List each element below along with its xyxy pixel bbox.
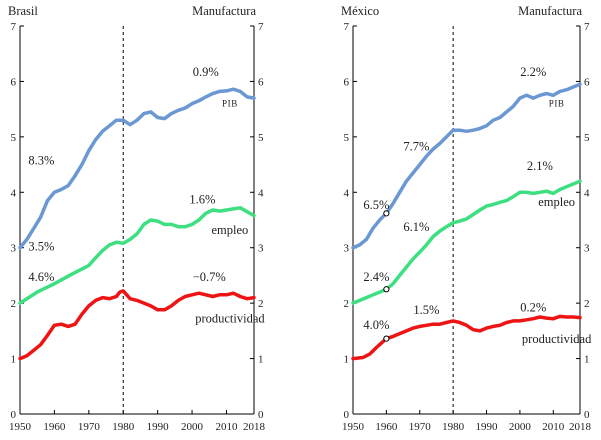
annotation-label: 2.2% <box>520 65 546 79</box>
series-line-productividad <box>351 314 582 361</box>
y-tick-label-right: 4 <box>584 187 590 199</box>
annotation-label: 3.5% <box>28 239 54 253</box>
x-tick-label: 2010 <box>215 421 238 433</box>
annotation-label: 4.0% <box>363 318 389 332</box>
x-tick-label: 1990 <box>476 421 499 433</box>
y-tick-label-right: 0 <box>258 409 264 421</box>
y-tick-label-left: 2 <box>344 298 350 310</box>
annotation-label: 0.2% <box>520 300 546 314</box>
x-tick-label: 2000 <box>509 421 532 433</box>
panel-brasil: Brasil Manufactura 0 0 1 1 2 2 3 3 4 4 5 5 6 6 7 7 1950 196… <box>8 4 266 433</box>
annotation-label: PIB <box>549 98 565 108</box>
y-tick-label-right: 7 <box>584 21 590 33</box>
y-tick-label-right: 7 <box>258 21 264 33</box>
breakpoint-marker <box>383 286 390 293</box>
y-tick-label-right: 0 <box>584 409 590 421</box>
chart-title-country: México <box>341 4 379 18</box>
panel-mexico: México Manufactura 0 0 1 1 2 2 3 3 4 4 5 5 6 6 7 7 1950 196… <box>341 4 592 433</box>
x-tick-label: 2000 <box>181 421 204 433</box>
annotation-label: −0.7% <box>193 270 226 284</box>
y-tick-label-right: 6 <box>258 76 264 88</box>
y-tick-label-right: 1 <box>258 354 264 366</box>
series-line-pib <box>18 87 256 250</box>
x-tick-label: 2018 <box>569 421 592 433</box>
annotation-label: 0.9% <box>193 65 219 79</box>
annotation-label: 2.1% <box>527 159 553 173</box>
annotation-label: 6.5% <box>363 198 389 212</box>
y-tick-label-left: 4 <box>11 187 17 199</box>
y-tick-label-left: 5 <box>344 132 350 144</box>
y-tick-label-left: 7 <box>11 21 17 33</box>
series-line-empleo <box>18 206 256 305</box>
annotation-label: PIB <box>222 98 238 108</box>
y-tick-label-left: 6 <box>344 76 350 88</box>
y-tick-label-left: 4 <box>344 187 350 199</box>
y-tick-label-right: 5 <box>584 132 590 144</box>
y-tick-label-left: 1 <box>11 354 17 366</box>
annotation-label: empleo <box>212 223 249 237</box>
x-tick-label: 2018 <box>243 421 266 433</box>
annotation-label: 4.6% <box>28 270 54 284</box>
chart-title-country: Brasil <box>8 4 38 18</box>
y-tick-label-left: 3 <box>344 243 350 255</box>
x-tick-label: 1980 <box>442 421 465 433</box>
y-tick-label-left: 6 <box>11 76 17 88</box>
series-line-productividad <box>18 289 256 361</box>
annotation-label: 7.7% <box>403 140 429 154</box>
x-tick-label: 1950 <box>9 421 32 433</box>
x-tick-label: 1970 <box>409 421 432 433</box>
breakpoint-marker <box>383 210 390 217</box>
y-tick-label-right: 4 <box>258 187 264 199</box>
annotation-label: 8.3% <box>28 154 54 168</box>
x-tick-label: 1950 <box>342 421 365 433</box>
y-tick-label-left: 7 <box>344 21 350 33</box>
y-tick-label-left: 1 <box>344 354 350 366</box>
y-tick-label-right: 3 <box>584 243 590 255</box>
y-tick-label-left: 0 <box>344 409 350 421</box>
x-tick-label: 1970 <box>78 421 101 433</box>
series-line-empleo <box>351 179 582 305</box>
y-tick-label-left: 0 <box>11 409 17 421</box>
annotation-label: 6.1% <box>403 220 429 234</box>
y-tick-label-right: 6 <box>584 76 590 88</box>
y-tick-label-right: 1 <box>584 354 590 366</box>
breakpoint-marker <box>383 335 390 342</box>
y-tick-label-left: 3 <box>11 243 17 255</box>
y-tick-label-right: 3 <box>258 243 264 255</box>
annotation-label: 1.5% <box>413 303 439 317</box>
y-tick-label-right: 2 <box>258 298 264 310</box>
y-tick-label-left: 2 <box>11 298 17 310</box>
x-tick-label: 2010 <box>542 421 565 433</box>
x-tick-label: 1980 <box>112 421 135 433</box>
x-tick-label: 1960 <box>43 421 66 433</box>
y-tick-label-right: 5 <box>258 132 264 144</box>
series-line-pib <box>351 82 582 250</box>
x-tick-label: 1990 <box>147 421 170 433</box>
annotation-label: 1.6% <box>189 192 215 206</box>
chart-title-sector: Manufactura <box>518 4 582 18</box>
chart-title-sector: Manufactura <box>192 4 256 18</box>
annotation-label: productividad <box>522 332 592 346</box>
y-tick-label-right: 2 <box>584 298 590 310</box>
annotation-label: productividad <box>195 312 265 326</box>
annotation-label: empleo <box>538 195 575 209</box>
x-tick-label: 1960 <box>375 421 398 433</box>
y-tick-label-left: 5 <box>11 132 17 144</box>
annotation-label: 2.4% <box>363 270 389 284</box>
